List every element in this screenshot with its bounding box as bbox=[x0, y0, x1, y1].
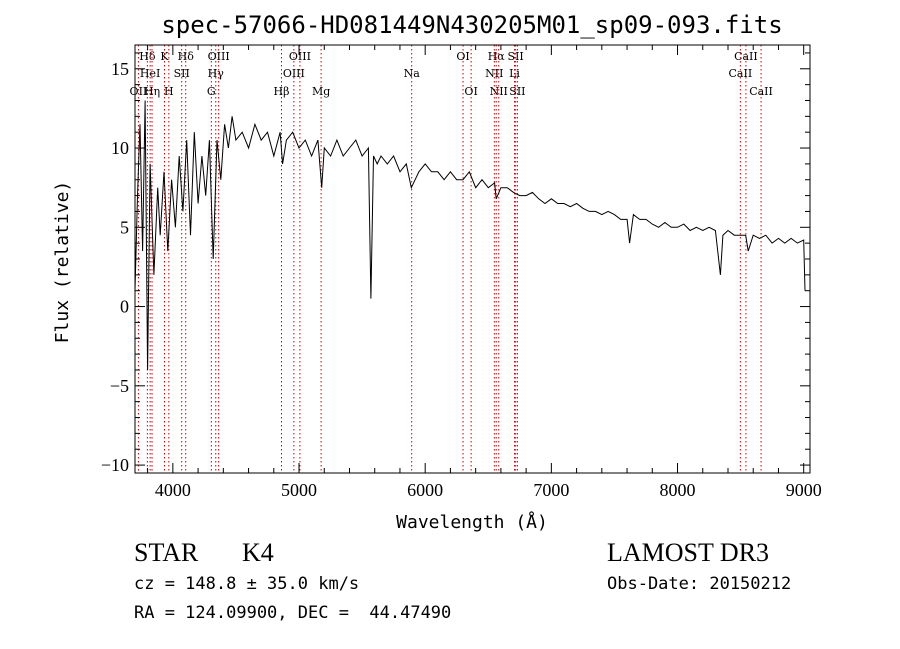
line-marker-label: NII bbox=[490, 85, 508, 98]
line-marker-label: G bbox=[207, 85, 216, 98]
line-marker-label: Hα bbox=[488, 50, 506, 63]
observation-date: Obs-Date: 20150212 bbox=[607, 574, 792, 594]
x-tick-label-4: 8000 bbox=[660, 480, 696, 500]
line-marker-label: CaII bbox=[734, 50, 758, 63]
line-marker-label: Mg bbox=[312, 85, 330, 98]
y-tick-label-2: 0 bbox=[120, 297, 129, 317]
line-marker-label: SII bbox=[174, 67, 190, 80]
y-tick-label-3: 5 bbox=[120, 217, 129, 237]
axes: 4000 5000 6000 7000 8000 9000 −10 −5 0 5 10 15 bbox=[101, 44, 822, 500]
line-marker-label: K bbox=[160, 50, 169, 63]
x-tick-label-0: 4000 bbox=[155, 480, 191, 500]
line-marker-label: SII bbox=[509, 85, 525, 98]
object-class: STAR bbox=[134, 538, 199, 567]
y-tick-label-0: −10 bbox=[101, 455, 129, 475]
coordinates: RA = 124.09900, DEC = 44.47490 bbox=[134, 603, 452, 623]
line-marker-label: OIII bbox=[283, 67, 305, 80]
x-axis-label: Wavelength (Å) bbox=[396, 511, 548, 533]
line-marker-label: Hδ bbox=[139, 50, 156, 63]
line-marker-label: OIII bbox=[208, 50, 230, 63]
x-tick-label-5: 9000 bbox=[786, 480, 822, 500]
plot-frame bbox=[134, 44, 811, 474]
line-marker-label: OII bbox=[130, 85, 148, 98]
y-tick-label-1: −5 bbox=[110, 376, 129, 396]
y-axis-label: Flux (relative) bbox=[52, 181, 73, 344]
y-tick-label-5: 15 bbox=[111, 59, 129, 79]
line-marker-label: Na bbox=[404, 67, 421, 80]
line-marker-label: Hγ bbox=[208, 67, 225, 80]
x-tick-label-1: 5000 bbox=[281, 480, 317, 500]
chart-title: spec-57066-HD081449N430205M01_sp09-093.f… bbox=[161, 11, 782, 39]
line-marker-label: HeI bbox=[140, 67, 160, 80]
object-subclass: K4 bbox=[242, 538, 274, 567]
line-marker-label: CaII bbox=[749, 85, 773, 98]
line-marker-label: Hδ bbox=[178, 50, 195, 63]
x-tick-label-2: 6000 bbox=[407, 480, 443, 500]
line-marker-label: OIII bbox=[289, 50, 311, 63]
y-tick-label-4: 10 bbox=[111, 138, 129, 158]
x-tick-label-3: 7000 bbox=[533, 480, 569, 500]
survey-name: LAMOST DR3 bbox=[607, 538, 770, 567]
line-marker-label: NII bbox=[485, 67, 503, 80]
line-marker-label: OI bbox=[464, 85, 477, 98]
line-marker-label: H bbox=[164, 85, 174, 98]
flux-series-line bbox=[134, 100, 806, 371]
line-marker-label: SII bbox=[508, 50, 524, 63]
line-marker-label: CaII bbox=[729, 67, 753, 80]
line-marker-label: Li bbox=[509, 67, 520, 80]
redshift-velocity: cz = 148.8 ± 35.0 km/s bbox=[134, 574, 360, 594]
line-marker-label: Hβ bbox=[274, 85, 290, 98]
line-marker-label: Hη bbox=[144, 85, 160, 98]
line-marker-label: OI bbox=[456, 50, 469, 63]
